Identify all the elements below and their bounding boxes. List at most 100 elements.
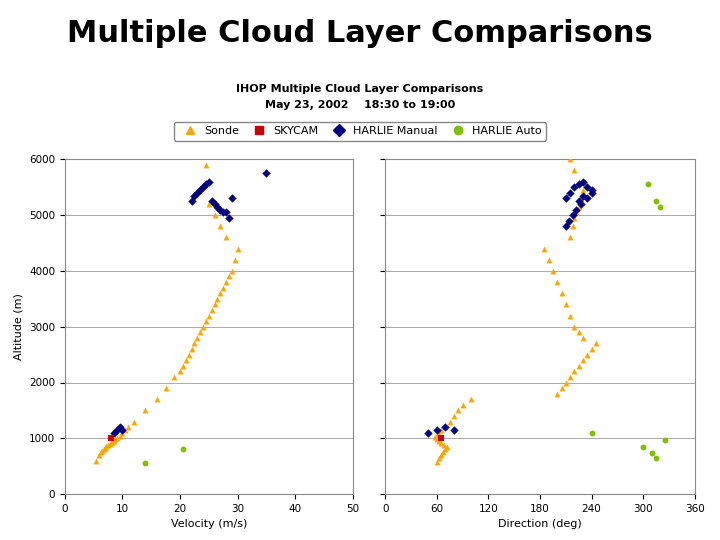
Point bbox=[168, 373, 180, 381]
Point bbox=[111, 426, 122, 434]
Point bbox=[560, 222, 572, 231]
Point bbox=[577, 334, 589, 342]
Text: May 23, 2002    18:30 to 19:00: May 23, 2002 18:30 to 19:00 bbox=[265, 100, 455, 110]
Point bbox=[105, 438, 117, 447]
X-axis label: Direction (deg): Direction (deg) bbox=[498, 519, 582, 529]
Point bbox=[108, 428, 120, 437]
Text: Multiple Cloud Layer Comparisons: Multiple Cloud Layer Comparisons bbox=[67, 19, 653, 48]
Point bbox=[543, 255, 554, 264]
Point bbox=[104, 440, 115, 448]
Point bbox=[128, 417, 140, 426]
Point bbox=[577, 191, 589, 200]
Point bbox=[107, 437, 118, 446]
Point bbox=[223, 272, 235, 281]
Point bbox=[174, 367, 186, 376]
Point bbox=[203, 177, 215, 186]
Point bbox=[654, 202, 666, 211]
Point bbox=[140, 459, 151, 468]
Point bbox=[200, 317, 212, 326]
Point bbox=[579, 177, 590, 186]
Point bbox=[186, 345, 197, 353]
Point bbox=[423, 428, 434, 437]
Point bbox=[582, 194, 593, 202]
Point bbox=[105, 434, 117, 443]
Point bbox=[186, 197, 197, 206]
Point bbox=[433, 454, 444, 462]
Point bbox=[440, 445, 451, 454]
Point bbox=[197, 322, 209, 331]
Point bbox=[642, 180, 653, 189]
Point bbox=[232, 244, 243, 253]
Point bbox=[564, 188, 576, 197]
Point bbox=[444, 417, 456, 426]
Point bbox=[564, 155, 576, 164]
Point bbox=[567, 222, 578, 231]
Point bbox=[569, 166, 580, 175]
Point bbox=[582, 183, 593, 192]
Point bbox=[99, 443, 111, 452]
Point bbox=[436, 434, 447, 442]
Point bbox=[189, 339, 200, 348]
Point bbox=[220, 233, 232, 242]
Point bbox=[564, 311, 576, 320]
Point bbox=[203, 311, 215, 320]
Point bbox=[209, 211, 220, 219]
Point bbox=[436, 438, 447, 447]
Point bbox=[569, 322, 580, 331]
Point bbox=[197, 183, 209, 192]
Point bbox=[189, 191, 200, 200]
Point bbox=[436, 426, 447, 434]
Point bbox=[570, 205, 582, 214]
Point bbox=[217, 284, 229, 292]
Point bbox=[453, 406, 464, 415]
Point bbox=[560, 194, 572, 202]
Point bbox=[192, 334, 203, 342]
Point bbox=[114, 423, 125, 431]
Point bbox=[180, 356, 192, 364]
Point bbox=[91, 456, 102, 465]
Point bbox=[101, 442, 112, 450]
Point bbox=[120, 426, 131, 434]
Point bbox=[590, 339, 602, 348]
Point bbox=[573, 202, 585, 211]
Point bbox=[650, 454, 662, 463]
Point bbox=[226, 194, 238, 202]
Point bbox=[215, 289, 226, 298]
Point bbox=[229, 255, 240, 264]
Point bbox=[220, 278, 232, 286]
Point bbox=[564, 217, 575, 225]
Point bbox=[573, 328, 585, 336]
Point bbox=[111, 434, 122, 443]
Point bbox=[431, 435, 443, 443]
Point bbox=[108, 436, 120, 445]
Point bbox=[556, 289, 567, 298]
Point bbox=[206, 197, 217, 206]
Y-axis label: Altitude (m): Altitude (m) bbox=[14, 293, 23, 360]
Point bbox=[560, 300, 572, 309]
Point bbox=[547, 267, 559, 275]
Point bbox=[573, 361, 585, 370]
Point bbox=[440, 423, 451, 431]
Point bbox=[569, 214, 580, 222]
Point bbox=[433, 436, 445, 445]
Point bbox=[457, 401, 469, 409]
Point bbox=[570, 208, 582, 217]
Point bbox=[102, 441, 114, 449]
Text: IHOP Multiple Cloud Layer Comparisons: IHOP Multiple Cloud Layer Comparisons bbox=[236, 84, 484, 94]
Point bbox=[96, 446, 108, 455]
Point bbox=[177, 445, 189, 454]
Point bbox=[226, 267, 238, 275]
X-axis label: Velocity (m/s): Velocity (m/s) bbox=[171, 519, 247, 529]
Point bbox=[209, 200, 220, 208]
Point bbox=[437, 448, 449, 457]
Point bbox=[569, 367, 580, 376]
Point bbox=[564, 233, 576, 242]
Point bbox=[109, 435, 121, 444]
Point bbox=[586, 345, 598, 353]
Point bbox=[206, 306, 217, 314]
Point bbox=[117, 428, 128, 437]
Point bbox=[577, 186, 589, 194]
Point bbox=[151, 395, 163, 403]
Point bbox=[556, 384, 567, 393]
Point bbox=[429, 433, 441, 442]
